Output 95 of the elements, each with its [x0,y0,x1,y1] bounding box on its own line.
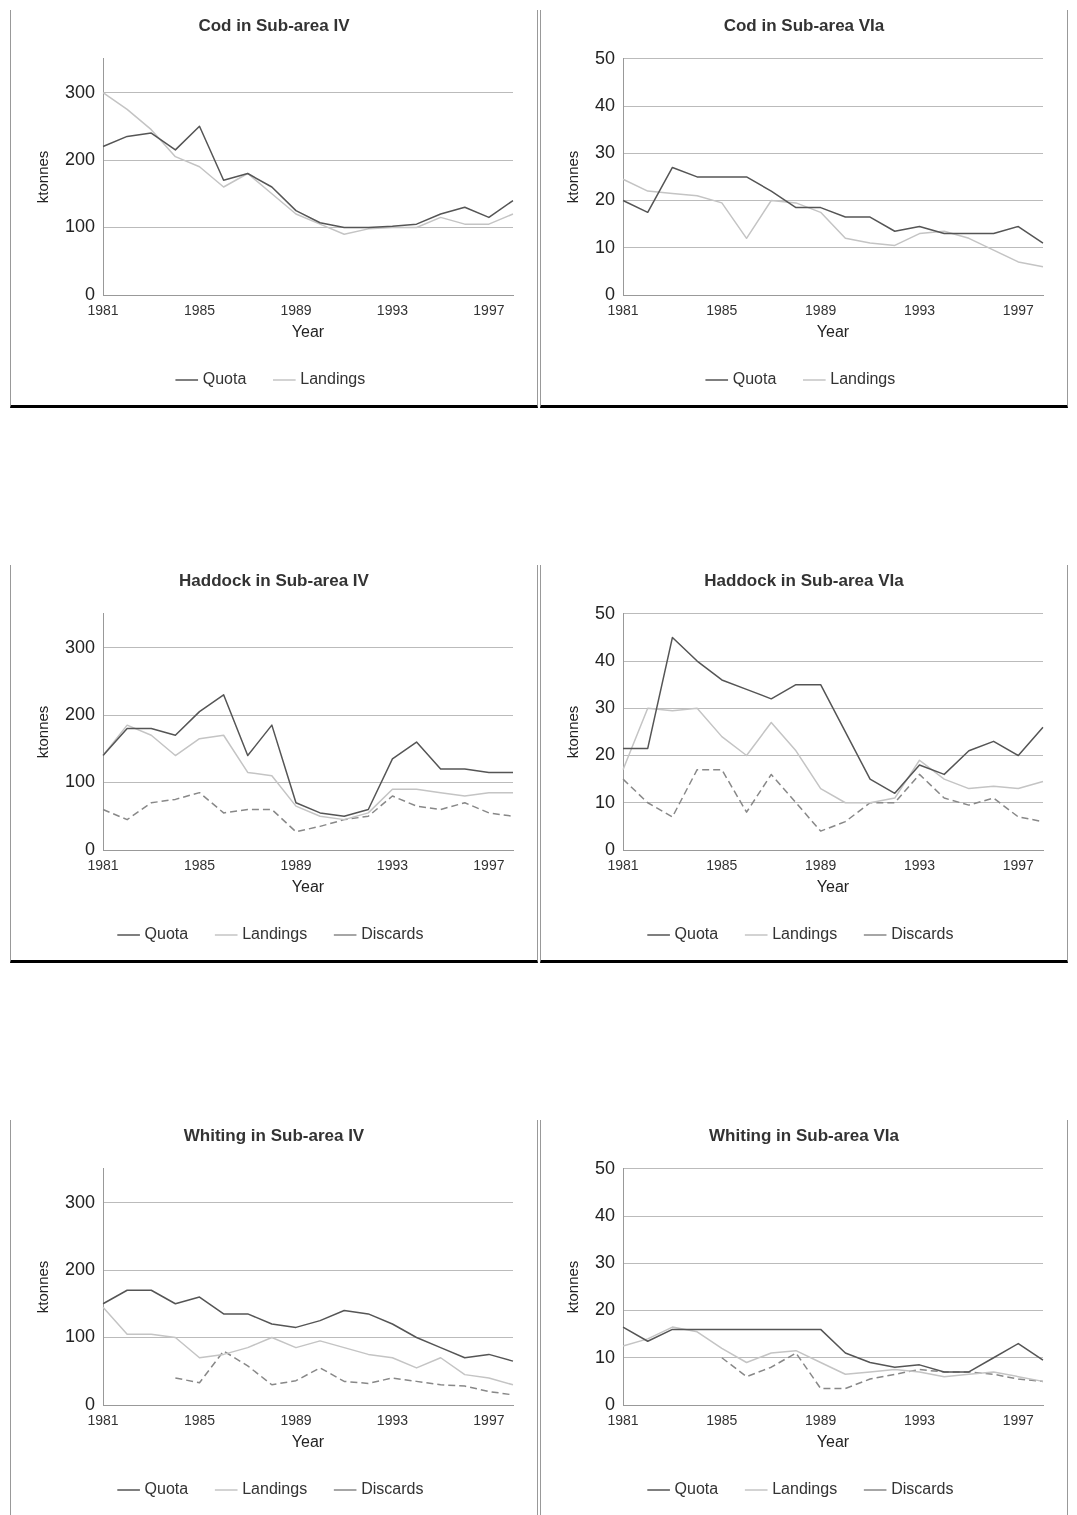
y-tick-label: 300 [64,81,96,102]
line-series [102,791,514,833]
x-tick-label: 1985 [183,302,216,319]
y-tick-label: 200 [64,1259,96,1279]
legend-label: Discards [361,925,424,943]
x-tick-label: 1989 [280,1412,312,1429]
x-tick-label: 1981 [87,1412,119,1429]
chart-title: Whiting in Sub-area IV [182,1126,366,1146]
legend-label: Landings [300,370,366,388]
legend-label: Quota [202,370,247,388]
y-tick-label: 40 [594,95,616,116]
y-axis-title: ktonnes [564,705,582,759]
legend-label: Quota [674,1480,719,1498]
y-tick-label: 0 [85,1393,96,1414]
legend-label: Quota [732,370,777,388]
legend-label: Landings [242,925,308,943]
y-tick-label: 300 [64,1191,96,1212]
legend-label: Discards [891,925,954,943]
x-tick-label: 1981 [87,857,119,874]
legend-label: Discards [891,1480,954,1498]
x-tick-label: 1997 [473,1412,505,1429]
x-tick-label: 1989 [805,302,837,319]
x-tick-label: 1993 [903,857,936,874]
x-tick-label: 1981 [87,302,119,319]
x-tick-label: 1985 [183,857,216,874]
legend-label: Quota [144,1480,189,1498]
x-tick-label: 1989 [805,1412,837,1429]
y-tick-label: 30 [594,142,616,163]
x-tick-label: 1993 [376,1412,409,1429]
y-tick-label: 10 [594,791,616,812]
y-tick-label: 10 [594,236,616,257]
x-tick-label: 1981 [607,1412,639,1429]
x-axis-title: Year [291,1432,325,1450]
x-tick-label: 1997 [473,857,505,874]
y-tick-label: 50 [594,602,616,623]
y-tick-label: 30 [594,697,616,718]
legend-label: Landings [772,925,838,943]
y-tick-label: 300 [64,636,96,657]
y-tick-label: 20 [594,1299,616,1320]
y-tick-label: 200 [64,149,96,169]
legend-label: Discards [361,1480,424,1498]
y-tick-label: 0 [605,283,616,304]
y-tick-label: 0 [85,283,96,304]
x-axis-title: Year [816,877,850,895]
y-tick-label: 100 [64,216,96,237]
y-tick-label: 30 [594,1252,616,1273]
y-tick-label: 20 [594,744,616,765]
x-tick-label: 1997 [1002,302,1035,319]
legend-label: Landings [830,370,896,388]
y-tick-label: 10 [594,1346,616,1367]
y-tick-label: 20 [594,189,616,210]
x-tick-label: 1993 [903,1412,936,1429]
x-axis-title: Year [816,322,850,340]
y-axis-title: ktonnes [34,705,52,759]
x-tick-label: 1985 [706,857,738,874]
x-axis-title: Year [291,322,325,340]
chart-title: Cod in Sub-area VIa [722,16,886,36]
y-tick-label: 40 [594,650,616,671]
x-tick-label: 1993 [376,857,409,874]
legend-label: Quota [144,925,189,943]
x-tick-label: 1985 [706,302,738,319]
y-tick-label: 0 [85,838,96,859]
x-tick-label: 1989 [280,857,312,874]
y-tick-label: 0 [605,838,616,859]
y-axis-title: ktonnes [34,1260,52,1314]
x-tick-label: 1989 [280,302,312,319]
x-tick-label: 1981 [607,857,639,874]
y-tick-label: 40 [594,1205,616,1226]
x-tick-label: 1989 [805,857,837,874]
chart-title: Haddock in Sub-area VIa [703,571,905,591]
y-axis-title: ktonnes [564,1260,582,1314]
y-tick-label: 50 [594,1157,616,1178]
y-tick-label: 0 [605,1393,616,1414]
x-axis-title: Year [291,877,325,895]
legend-label: Landings [242,1480,308,1498]
y-tick-label: 100 [64,1326,96,1347]
x-tick-label: 1993 [376,302,409,319]
chart-title: Haddock in Sub-area IV [178,571,370,591]
y-axis-title: ktonnes [34,150,52,204]
chart-title: Cod in Sub-area IV [197,16,351,36]
y-axis-title: ktonnes [564,150,582,204]
x-tick-label: 1985 [706,1412,738,1429]
y-tick-label: 200 [64,704,96,724]
x-tick-label: 1981 [607,302,639,319]
x-tick-label: 1997 [473,302,505,319]
legend-label: Quota [674,925,719,943]
y-tick-label: 100 [64,771,96,792]
x-tick-label: 1997 [1002,1412,1035,1429]
chart-title: Whiting in Sub-area VIa [708,1126,900,1146]
x-tick-label: 1985 [183,1412,216,1429]
y-tick-label: 50 [594,47,616,68]
x-tick-label: 1993 [903,302,936,319]
x-axis-title: Year [816,1432,850,1450]
x-tick-label: 1997 [1002,857,1035,874]
legend-label: Landings [772,1480,838,1498]
